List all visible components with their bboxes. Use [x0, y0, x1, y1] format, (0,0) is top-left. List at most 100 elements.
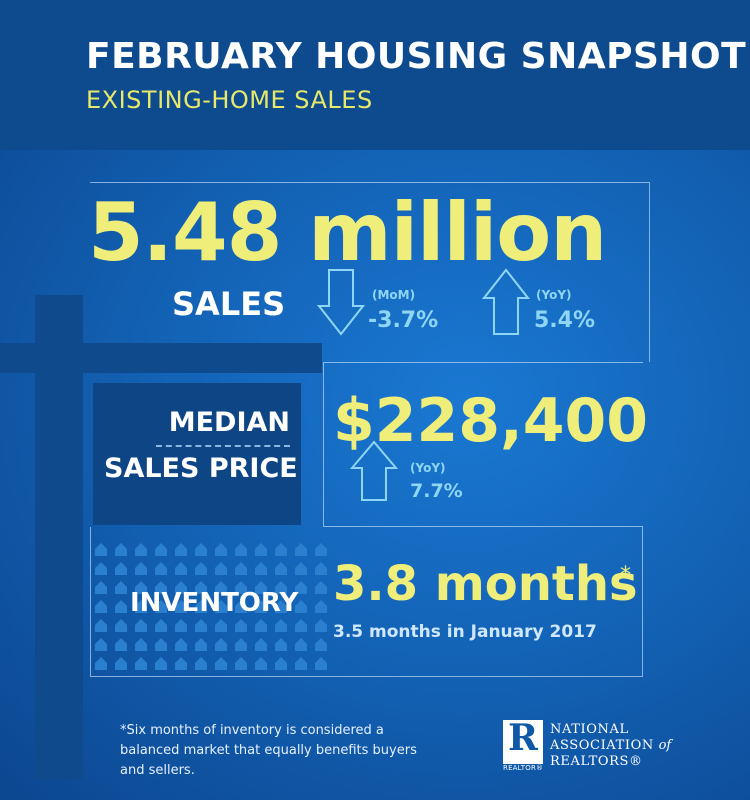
house-icon [295, 657, 307, 670]
house-icon [115, 657, 127, 670]
logo-line3: REALTORS® [550, 754, 643, 769]
house-icon [255, 619, 267, 632]
sales-mom-value: -3.7% [368, 308, 439, 333]
house-icon [315, 581, 327, 594]
house-icon [135, 657, 147, 670]
house-icon [235, 619, 247, 632]
house-icon [235, 543, 247, 556]
house-icon [315, 543, 327, 556]
arrow-up-icon [350, 440, 398, 501]
house-icon [95, 600, 107, 613]
page-subtitle: EXISTING-HOME SALES [86, 86, 373, 114]
house-icon [275, 638, 287, 651]
house-icon [175, 657, 187, 670]
median-label-line1: MEDIAN [168, 407, 290, 438]
house-icon [195, 543, 207, 556]
house-icon [215, 543, 227, 556]
median-price-value: $228,400 [333, 386, 649, 456]
house-icon [315, 562, 327, 575]
house-icon [95, 562, 107, 575]
house-icon [115, 619, 127, 632]
house-icon [95, 619, 107, 632]
house-icon [115, 638, 127, 651]
arrow-up-icon [482, 268, 530, 335]
house-icon [155, 619, 167, 632]
house-icon [155, 543, 167, 556]
house-icon [135, 638, 147, 651]
median-price-panel [93, 383, 301, 525]
sales-label: SALES [172, 285, 286, 323]
median-divider [156, 445, 290, 447]
house-icon [175, 638, 187, 651]
sign-crossbar [0, 343, 322, 373]
house-icon [135, 543, 147, 556]
house-icon [95, 638, 107, 651]
house-icon [115, 581, 127, 594]
inventory-frame [90, 527, 643, 677]
house-icon [95, 543, 107, 556]
inventory-asterisk: * [620, 563, 631, 588]
house-icon [215, 562, 227, 575]
house-icon [315, 600, 327, 613]
house-icon [295, 543, 307, 556]
realtor-logo-caption: REALTOR® [503, 764, 544, 772]
median-label-line2: SALES PRICE [104, 453, 298, 484]
house-icon [315, 619, 327, 632]
house-icon [155, 657, 167, 670]
house-icon [135, 562, 147, 575]
house-icon [295, 638, 307, 651]
inventory-value: 3.8 months [333, 556, 638, 612]
house-icon [235, 657, 247, 670]
logo-line2-wrap: ASSOCIATION of [550, 738, 671, 754]
house-icon [115, 543, 127, 556]
house-icon [295, 562, 307, 575]
page-title: FEBRUARY HOUSING SNAPSHOT [86, 36, 747, 77]
house-icon [235, 562, 247, 575]
arrow-down-icon [317, 269, 365, 336]
house-icon [95, 657, 107, 670]
house-icon [215, 619, 227, 632]
house-icon [275, 562, 287, 575]
house-icon [95, 581, 107, 594]
house-icon [175, 562, 187, 575]
house-icon [155, 638, 167, 651]
sales-yoy-value: 5.4% [534, 308, 596, 333]
header-banner: FEBRUARY HOUSING SNAPSHOT EXISTING-HOME … [0, 0, 750, 150]
house-icon [255, 562, 267, 575]
house-icon [255, 543, 267, 556]
house-icon [315, 657, 327, 670]
sign-post [35, 295, 83, 780]
footnote: *Six months of inventory is considered a… [120, 723, 417, 778]
logo-line2-suffix: of [658, 738, 672, 753]
house-icon [215, 657, 227, 670]
nar-logo-text: NATIONAL ASSOCIATION of REALTORS® [550, 722, 671, 770]
sales-mom-label: (MoM) [372, 288, 416, 302]
house-icon [175, 543, 187, 556]
house-icon [115, 562, 127, 575]
logo-line2: ASSOCIATION [550, 738, 654, 753]
median-frame [323, 362, 643, 527]
logo-line1: NATIONAL [550, 722, 629, 737]
sales-frame [90, 182, 650, 362]
house-icon [175, 619, 187, 632]
inventory-comparison: 3.5 months in January 2017 [333, 622, 597, 642]
house-icon [135, 619, 147, 632]
inventory-label: INVENTORY [130, 588, 299, 618]
sales-value: 5.48 million [88, 186, 607, 279]
house-icon [275, 619, 287, 632]
house-icon [195, 619, 207, 632]
median-yoy-label: (YoY) [410, 461, 446, 475]
sales-yoy-label: (YoY) [536, 288, 572, 302]
house-icon [235, 638, 247, 651]
realtor-logo-icon [503, 720, 543, 764]
realtor-logo-mark: R [508, 717, 538, 759]
house-icon [295, 619, 307, 632]
median-yoy-value: 7.7% [410, 480, 463, 502]
house-icon [255, 657, 267, 670]
house-icon [115, 600, 127, 613]
house-icon [195, 638, 207, 651]
house-icon [195, 562, 207, 575]
house-icon [315, 638, 327, 651]
house-icon [195, 657, 207, 670]
house-icon [255, 638, 267, 651]
